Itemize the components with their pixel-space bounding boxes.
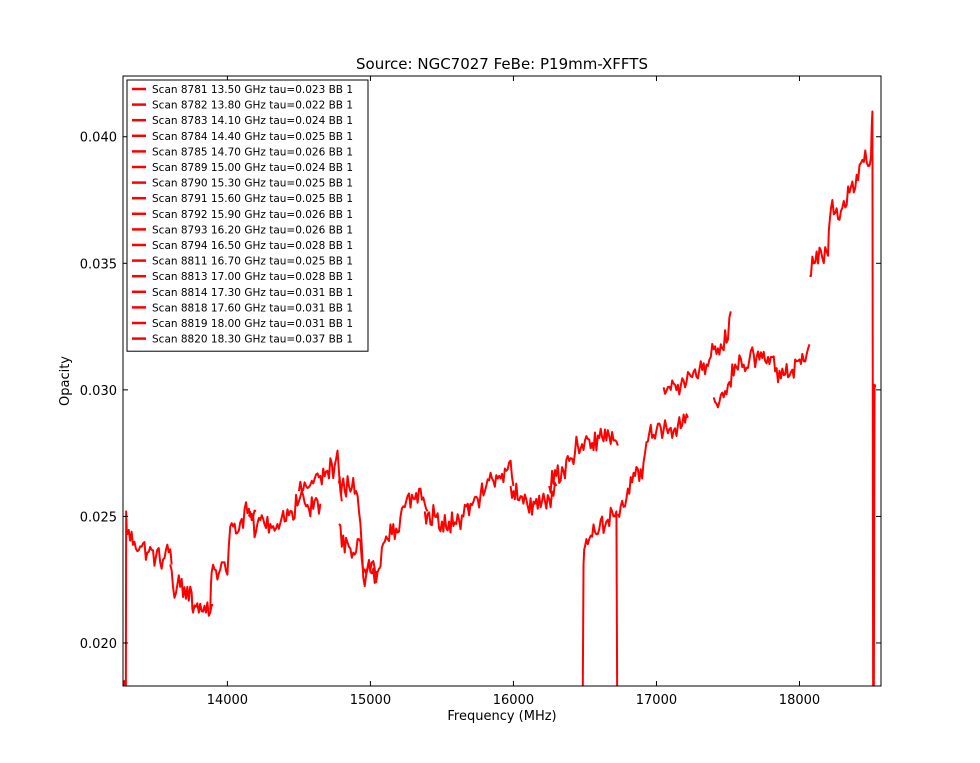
series-line [247,490,322,539]
series-line [509,481,558,516]
series-line [297,449,343,502]
legend-label: Scan 8792 15.90 GHz tau=0.026 BB 1 [152,209,353,221]
x-tick-label: 17000 [636,693,677,708]
series-line [169,564,214,617]
y-tick-label: 0.035 [80,257,117,272]
series-line [423,502,472,534]
legend-label: Scan 8794 16.50 GHz tau=0.028 BB 1 [152,240,353,252]
legend-label: Scan 8811 16.70 GHz tau=0.025 BB 1 [152,256,353,268]
x-axis-label: Frequency (MHz) [447,709,556,724]
x-tick-label: 14000 [207,693,248,708]
legend-label: Scan 8820 18.30 GHz tau=0.037 BB 1 [152,334,353,346]
series-line [466,459,515,517]
legend-label: Scan 8790 15.30 GHz tau=0.025 BB 1 [152,178,353,190]
y-tick-label: 0.030 [80,384,117,399]
series-line [338,523,382,584]
series-line [123,510,173,686]
legend-label: Scan 8781 13.50 GHz tau=0.023 BB 1 [152,84,353,96]
x-tick-label: 16000 [493,693,534,708]
legend-label: Scan 8818 17.60 GHz tau=0.031 BB 1 [152,302,353,314]
chart-title: Source: NGC7027 FeBe: P19mm-XFFTS [356,55,648,73]
legend-label: Scan 8784 14.40 GHz tau=0.025 BB 1 [152,131,353,143]
legend-label: Scan 8789 15.00 GHz tau=0.024 BB 1 [152,162,353,174]
legend-label: Scan 8783 14.10 GHz tau=0.024 BB 1 [152,115,353,127]
x-tick-label: 18000 [779,693,820,708]
y-tick-label: 0.020 [80,637,117,652]
series-line [548,427,619,494]
series-line [337,475,378,588]
legend-label: Scan 8791 15.60 GHz tau=0.025 BB 1 [152,193,353,205]
legend-label: Scan 8814 17.30 GHz tau=0.031 BB 1 [152,287,353,299]
plot-frame [122,75,882,687]
legend-box [126,79,369,352]
series-line [712,343,811,409]
legend-label: Scan 8782 13.80 GHz tau=0.022 BB 1 [152,100,353,112]
legend: Scan 8781 13.50 GHz tau=0.023 BB 1 Scan 8… [126,79,369,352]
ticks-layer: 14000 15000 16000 17000 18000 0.020 0.025 0.030… [80,76,881,708]
legend-label: Scan 8785 14.70 GHz tau=0.026 BB 1 [152,146,353,158]
legend-label: Scan 8813 17.00 GHz tau=0.028 BB 1 [152,271,353,283]
series-line [616,413,689,518]
y-axis-label: Opacity [58,356,73,406]
y-tick-label: 0.040 [80,131,117,146]
y-tick-label: 0.025 [80,510,117,525]
series-line [581,506,619,686]
legend-label: Scan 8793 16.20 GHz tau=0.026 BB 1 [152,224,353,236]
series-line [379,487,429,568]
x-tick-label: 15000 [350,693,391,708]
series-line [209,501,257,611]
series-line [662,311,732,396]
plot-layer [123,110,877,686]
series-line [809,110,877,686]
legend-label: Scan 8819 18.00 GHz tau=0.031 BB 1 [152,318,353,330]
